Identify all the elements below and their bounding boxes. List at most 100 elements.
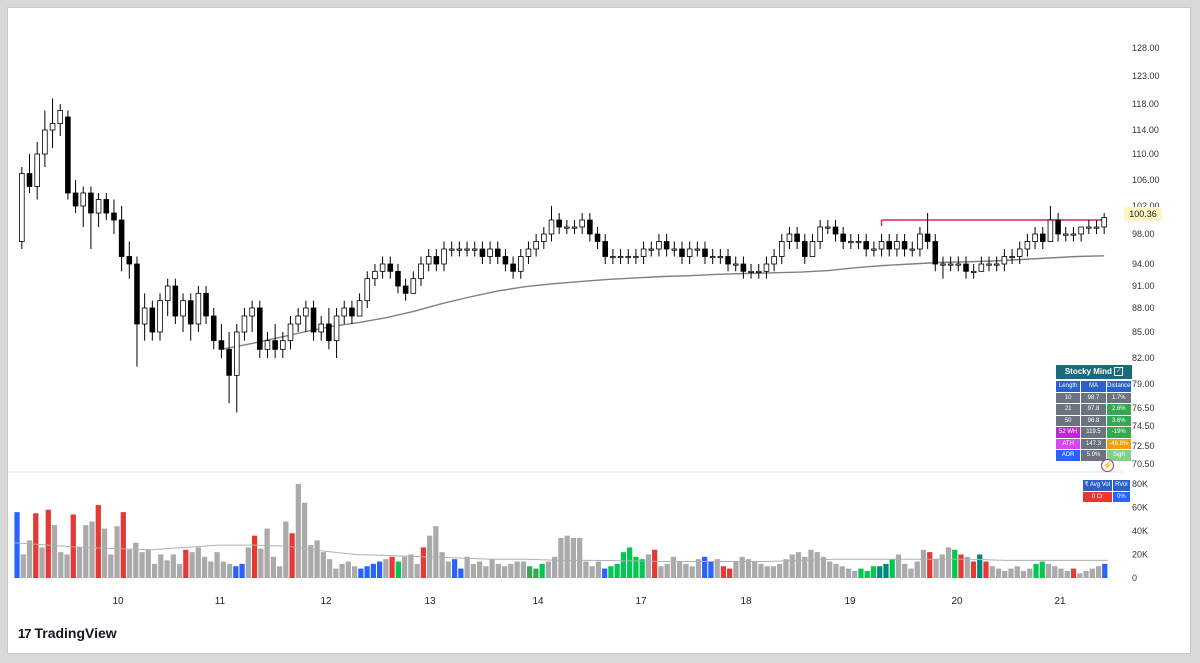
candle-body [1039,233,1046,242]
candle-body [295,315,301,325]
candle-body [57,110,63,124]
price-tick-label: 102.00 [1132,201,1160,211]
volume-bar [708,561,714,578]
price-chart[interactable]: 128.00123.00118.00114.00110.00106.00102.… [8,8,1190,653]
volume-bar [789,554,795,578]
volume-bar [339,563,345,578]
row-distance: Sigh [1106,450,1131,461]
candle-body [264,340,271,350]
candle-body [863,241,869,250]
volume-bar [627,547,633,578]
candle-body [771,256,777,265]
candle-body [471,248,478,251]
info-table-title: Stocky Mind ⟋ [1056,365,1132,379]
volume-bar [1077,573,1083,578]
candle-body [533,241,539,250]
volume-bar [677,561,683,578]
volume-bar [320,552,326,578]
volume-bar [1008,568,1014,578]
candle-body [871,248,877,251]
candle-body [111,212,117,221]
volume-bar [58,552,64,578]
candle-body [955,263,962,266]
volume-bar [520,561,527,578]
volume-bar [683,563,689,578]
volume-bar [964,556,970,578]
volume-bar [1039,561,1045,578]
volume-tick-label: 0 [1132,573,1137,583]
volume-bar [983,561,989,578]
volume-bar [1102,563,1108,578]
volume-bar [883,563,889,578]
volume-bar [176,563,183,578]
candle-body [356,300,363,317]
chart-frame: 128.00 123.00 118.00 114.00 110.00 106.00 102.… [8,8,1190,653]
candle-body [241,315,248,333]
volume-bar [83,525,89,578]
price-tick-label: 74.50 [1132,421,1155,431]
volume-bar [89,521,95,578]
volume-bar [420,547,426,578]
candle-body [456,248,463,251]
volume-bar [914,561,920,578]
table-row: 50 96.8 3.6% [1056,415,1132,426]
moving-average-line [221,255,1105,350]
candle-body [464,248,470,251]
price-tick-label: 94.00 [1132,259,1155,269]
volume-bar [289,533,295,578]
candle-body [210,315,217,342]
candle-body [1009,256,1015,259]
volume-bar [714,559,720,578]
candle-body [1016,248,1023,257]
volume-bar [1064,570,1070,578]
tradingview-logo[interactable]: 17 TradingView [18,625,117,641]
volume-bar [645,554,652,578]
volume-bar [345,561,351,578]
candle-body [832,226,839,235]
candle-body [395,270,401,287]
volume-bar [64,554,70,578]
volume-bar [351,566,358,578]
volume-bar [95,505,101,578]
volume-bar [101,528,108,578]
volume-bar [595,561,602,578]
volume-bar [120,512,126,578]
price-tick-label: 91.00 [1132,281,1155,291]
candle-body [418,263,424,280]
volume-bar [808,549,814,578]
candle-body [326,323,332,342]
price-tick-label: 123.00 [1132,71,1160,81]
volume-bar [570,538,577,578]
row-ma: 5.9% [1081,450,1106,461]
candle-body [349,307,355,317]
volume-bar [114,526,120,578]
candle-body [249,307,255,317]
candle-body [1055,219,1061,235]
volume-bar [1070,568,1077,578]
volume-bar [845,568,852,578]
volume-bar [514,561,520,578]
volume-bar [952,549,958,578]
candle-body [1047,219,1054,242]
volume-bar [777,563,783,578]
volume-bar [395,561,401,578]
date-tick-label: 13 [424,596,436,607]
lightning-icon[interactable]: ⚡ [1101,459,1114,472]
volume-bar [1027,568,1033,578]
volume-bar [483,566,489,578]
volume-bar [333,568,339,578]
date-tick-label: 19 [844,596,856,607]
candle-body [387,263,394,272]
volume-bar [502,566,508,578]
volume-bar [283,521,289,578]
candle-body [226,348,232,376]
candle-body [1101,217,1107,228]
price-tick-label: 88.00 [1132,303,1155,313]
candle-body [19,173,25,242]
volume-bar [583,561,589,578]
candle-body [802,241,808,257]
candle-body [218,340,225,350]
volume-bar [158,554,164,578]
volume-bar [226,563,233,578]
candle-body [494,248,501,257]
